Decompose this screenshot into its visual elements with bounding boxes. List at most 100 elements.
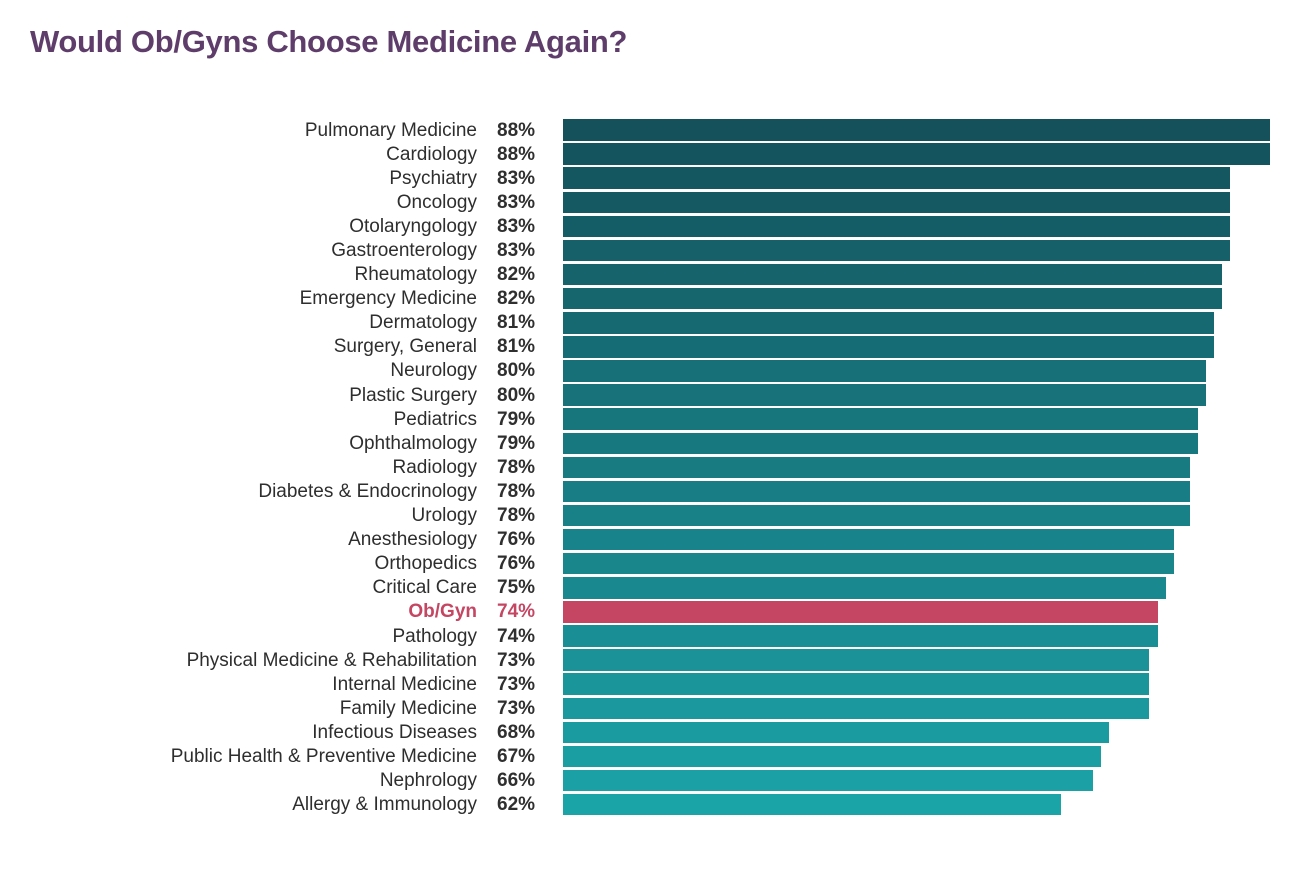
value-label: 83% [497, 167, 536, 189]
bar-track [563, 673, 1270, 695]
bar [563, 239, 1230, 262]
bar [563, 360, 1206, 382]
page-title: Would Ob/Gyns Choose Medicine Again? [30, 24, 628, 59]
value-label: 81% [497, 312, 536, 334]
chart-row: Plastic Surgery 80% [30, 383, 1270, 407]
bar [563, 143, 1270, 165]
value-label: 81% [497, 336, 536, 358]
category-label: Pathology [392, 625, 477, 647]
category-label: Ophthalmology [349, 432, 477, 454]
value-label: 73% [497, 649, 536, 671]
chart-row: Diabetes & Endocrinology 78% [30, 479, 1270, 503]
bar-track [563, 384, 1270, 406]
bar [563, 745, 1102, 768]
value-label: 67% [497, 745, 536, 767]
category-label: Otolaryngology [349, 215, 477, 237]
bar-track [563, 287, 1270, 310]
chart-row: Surgery, General 81% [30, 335, 1270, 359]
category-label: Gastroenterology [331, 240, 477, 262]
value-label: 75% [497, 577, 536, 599]
category-label: Family Medicine [339, 697, 477, 719]
chart-row: Infectious Diseases 68% [30, 720, 1270, 744]
chart-row: Public Health & Preventive Medicine 67% [30, 744, 1270, 768]
chart-row: Cardiology 88% [30, 142, 1270, 166]
bar-track [563, 721, 1270, 744]
bar-track [563, 119, 1270, 141]
category-label: Diabetes & Endocrinology [258, 480, 477, 502]
bar [563, 673, 1150, 695]
bar [563, 504, 1190, 527]
category-label: Urology [411, 505, 477, 527]
chart-row: Ophthalmology 79% [30, 431, 1270, 455]
chart-row: Orthopedics 76% [30, 552, 1270, 576]
bar [563, 649, 1150, 671]
chart-row: Critical Care 75% [30, 576, 1270, 600]
bar [563, 215, 1230, 238]
bar-track [563, 577, 1270, 599]
value-label: 73% [497, 673, 536, 695]
value-label: 68% [497, 721, 536, 743]
bar-chart: Pulmonary Medicine 88% Cardiology 88% Ps… [30, 118, 1270, 817]
bar-track [563, 625, 1270, 647]
value-label: 79% [497, 408, 536, 430]
chart-row: Otolaryngology 83% [30, 214, 1270, 238]
category-label: Infectious Diseases [312, 721, 477, 743]
category-label: Critical Care [372, 577, 477, 599]
bar-track [563, 649, 1270, 671]
chart-row: Nephrology 66% [30, 769, 1270, 793]
bar-track [563, 528, 1270, 551]
bar-track [563, 239, 1270, 262]
category-label: Dermatology [369, 312, 477, 334]
chart-row: Allergy & Immunology 62% [30, 793, 1270, 817]
bar [563, 577, 1166, 599]
bar-track [563, 480, 1270, 503]
bar-track [563, 552, 1270, 575]
category-label: Nephrology [379, 770, 477, 792]
bar [563, 601, 1158, 623]
category-label: Oncology [396, 191, 477, 213]
bar-track [563, 167, 1270, 189]
category-label: Public Health & Preventive Medicine [170, 745, 477, 767]
value-label: 82% [497, 264, 536, 286]
bar-track [563, 456, 1270, 479]
chart-row: Pediatrics 79% [30, 407, 1270, 431]
category-label: Allergy & Immunology [292, 794, 477, 816]
category-label: Pulmonary Medicine [304, 119, 477, 141]
bar-track [563, 793, 1270, 816]
value-label: 79% [497, 432, 536, 454]
value-label: 76% [497, 529, 536, 551]
value-label: 78% [497, 480, 536, 502]
category-label: Psychiatry [389, 167, 477, 189]
bar-track [563, 191, 1270, 214]
category-label: Neurology [390, 360, 477, 382]
chart-row: Emergency Medicine 82% [30, 287, 1270, 311]
value-label: 88% [497, 143, 536, 165]
value-label: 62% [497, 794, 536, 816]
value-label: 83% [497, 215, 536, 237]
chart-row: Psychiatry 83% [30, 166, 1270, 190]
bar [563, 191, 1230, 214]
chart-row: Urology 78% [30, 504, 1270, 528]
chart-row: Physical Medicine & Rehabilitation 73% [30, 648, 1270, 672]
bar [563, 480, 1190, 503]
bar [563, 408, 1198, 430]
bar-track [563, 408, 1270, 430]
bar [563, 697, 1150, 720]
bar [563, 721, 1110, 744]
category-label: Ob/Gyn [408, 601, 477, 623]
chart-row: Family Medicine 73% [30, 696, 1270, 720]
bar [563, 384, 1206, 406]
category-label: Surgery, General [333, 336, 477, 358]
category-label: Internal Medicine [332, 673, 477, 695]
bar [563, 336, 1214, 358]
bar [563, 769, 1094, 792]
value-label: 88% [497, 119, 536, 141]
category-label: Physical Medicine & Rehabilitation [186, 649, 477, 671]
category-label: Plastic Surgery [349, 384, 477, 406]
bar-track [563, 601, 1270, 623]
category-label: Cardiology [386, 143, 477, 165]
bar-track [563, 504, 1270, 527]
value-label: 82% [497, 288, 536, 310]
value-label: 80% [497, 360, 536, 382]
category-label: Orthopedics [374, 553, 477, 575]
